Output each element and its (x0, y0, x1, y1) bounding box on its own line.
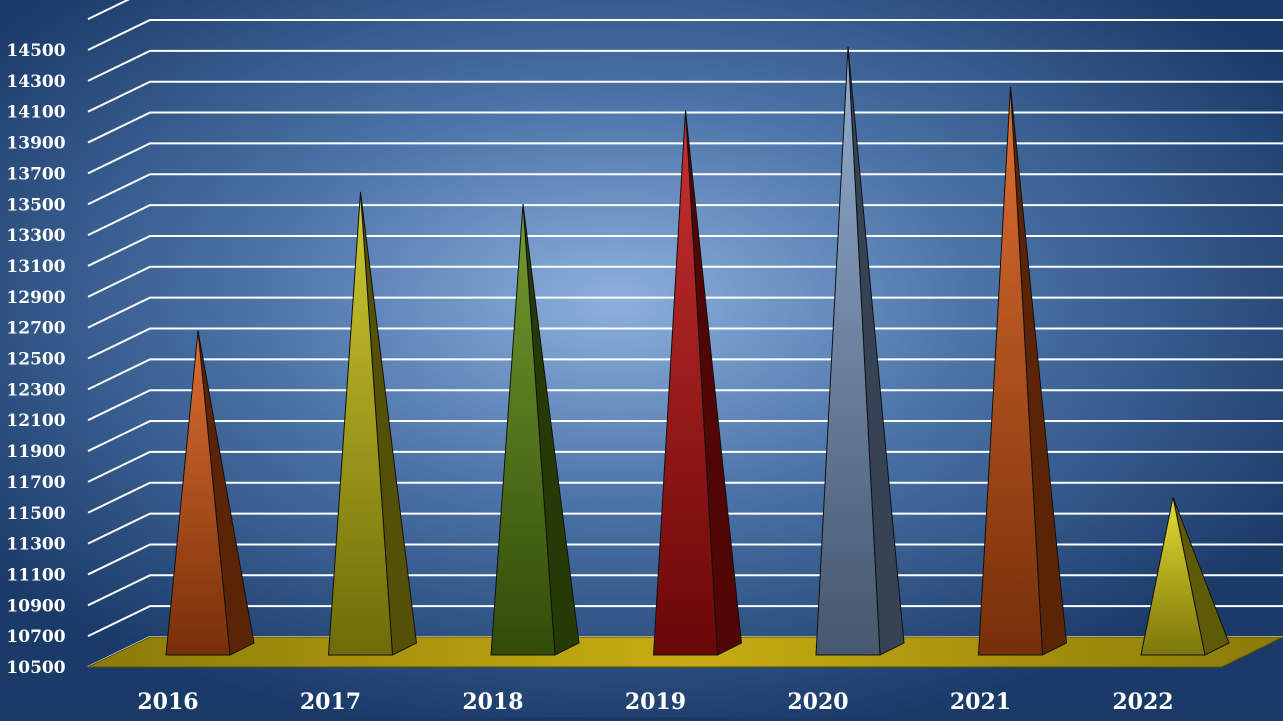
gridline (87, 358, 1283, 391)
gridline (87, 234, 1283, 267)
bars-layer (165, 46, 1230, 656)
y-tick-label: 10500 (6, 658, 65, 678)
gridline (87, 204, 1283, 237)
x-tick-label: 2017 (300, 689, 361, 715)
x-tick-label: 2018 (462, 689, 523, 715)
gridline (87, 173, 1283, 206)
pyramid-front-face (490, 204, 556, 656)
gridline (87, 265, 1283, 298)
y-tick-label: 14300 (6, 72, 65, 92)
y-tick-label: 12300 (6, 380, 65, 400)
x-tick-label: 2021 (950, 689, 1011, 715)
y-tick-label: 13300 (6, 226, 65, 246)
y-tick-label: 11700 (6, 473, 65, 493)
y-tick-label: 12900 (6, 288, 65, 308)
grid-layer (87, 0, 1283, 668)
pyramid-bar-2016 (165, 330, 255, 656)
pyramid-front-face (327, 191, 394, 656)
gridline (87, 605, 1283, 638)
pyramid-bar-2022 (1140, 497, 1230, 656)
y-tick-label: 13500 (6, 195, 65, 215)
pyramid-bar-2019 (652, 110, 743, 656)
y-tick-label: 13900 (6, 134, 65, 154)
gridline (87, 142, 1283, 175)
x-axis-ticks: 2016 2017 2018 2019 2020 2021 2022 (137, 689, 1173, 715)
pyramid-bar-2018 (490, 204, 580, 656)
x-tick-label: 2016 (137, 689, 198, 715)
y-tick-label: 14500 (6, 41, 65, 61)
y-tick-label: 12500 (6, 350, 65, 370)
pyramid-front-face (652, 110, 719, 656)
y-tick-label: 13100 (6, 257, 65, 277)
pyramid-front-face (165, 330, 231, 656)
gridline (87, 80, 1283, 113)
pyramid-front-face (1140, 497, 1206, 656)
gridline (87, 512, 1283, 545)
y-tick-label: 10700 (6, 627, 65, 647)
gridline (87, 420, 1283, 452)
pyramid-bar-2021 (977, 86, 1068, 656)
y-tick-label: 13700 (6, 164, 65, 184)
pyramid-bar-2017 (327, 191, 418, 656)
gridline (87, 574, 1283, 607)
gridline (87, 543, 1283, 576)
y-tick-label: 11500 (6, 504, 65, 524)
y-tick-label: 11100 (6, 565, 65, 585)
y-tick-label: 11900 (6, 442, 65, 462)
x-tick-label: 2020 (787, 689, 848, 715)
gridline (87, 49, 1283, 82)
gridline (87, 327, 1283, 360)
pyramid-front-face (977, 86, 1044, 656)
y-tick-label: 11300 (6, 535, 65, 555)
y-tick-label: 14100 (6, 103, 65, 123)
gridline (87, 389, 1283, 422)
y-tick-label: 10900 (6, 596, 65, 616)
pyramid-bar-2020 (815, 46, 905, 656)
gridline (87, 0, 130, 21)
x-tick-label: 2022 (1112, 689, 1173, 715)
gridline (87, 19, 1283, 51)
gridline (87, 111, 1283, 144)
gridline (87, 296, 1283, 329)
y-tick-label: 12700 (6, 319, 65, 339)
pyramid-front-face (815, 46, 881, 656)
gridline (87, 481, 1283, 514)
gridline (87, 450, 1283, 483)
y-axis-ticks: 10500 10700 10900 11100 11300 11500 11700 11900… (6, 41, 65, 678)
y-tick-label: 12100 (6, 411, 65, 431)
x-tick-label: 2019 (625, 689, 686, 715)
